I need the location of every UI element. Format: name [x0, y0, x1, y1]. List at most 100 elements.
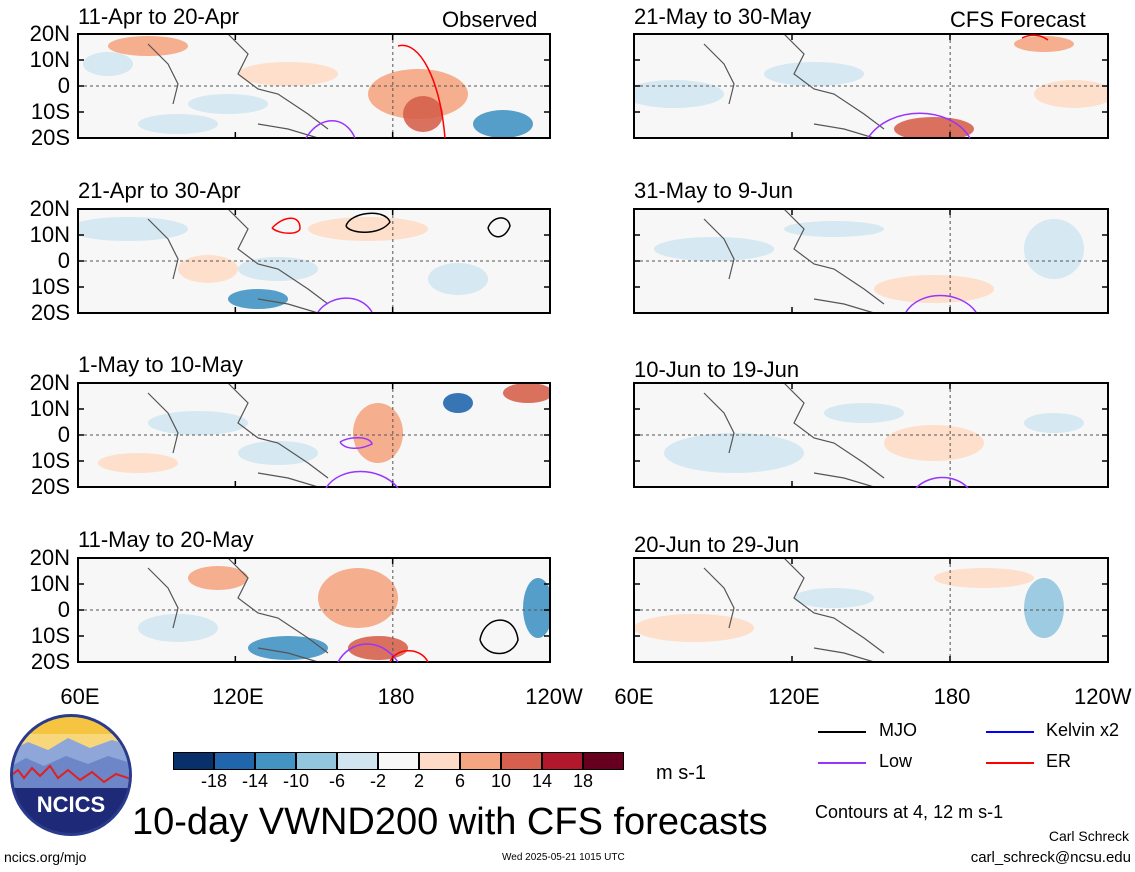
colorbar-swatch	[296, 752, 337, 770]
colorbar-swatch	[583, 752, 624, 770]
wind-anomaly-shading	[98, 453, 178, 473]
coastline	[147, 567, 179, 629]
contour-line	[305, 120, 356, 139]
coastline	[703, 392, 735, 454]
contour-line	[397, 44, 446, 139]
colorbar-swatch	[501, 752, 542, 770]
contours-note: Contours at 4, 12 m s-1	[815, 802, 1004, 822]
lat-label: 0	[57, 422, 70, 447]
lat-label: 20S	[30, 125, 70, 150]
wind-anomaly-shading	[138, 614, 218, 642]
logo-text: NCICS	[37, 792, 105, 817]
lat-label: 20S	[30, 649, 70, 674]
coastline	[783, 34, 885, 130]
legend-label-mjo: MJO	[879, 720, 917, 740]
wind-anomaly-shading	[934, 568, 1034, 588]
wind-anomaly-shading	[654, 237, 774, 261]
lon-label-180: 180	[377, 684, 415, 709]
coastline	[703, 43, 735, 105]
coastline	[227, 34, 329, 130]
lat-label: 10S	[30, 99, 70, 124]
coastline	[783, 383, 885, 479]
contour-line	[915, 476, 969, 489]
contour-line	[339, 437, 373, 449]
contour-line	[325, 470, 399, 489]
legend-label-low: Low	[879, 751, 913, 771]
coastline	[257, 472, 319, 487]
wind-anomaly-shading	[874, 275, 994, 303]
forecast-label: CFS Forecast	[950, 7, 1086, 32]
coastline	[147, 43, 179, 105]
observed-label: Observed	[442, 7, 538, 32]
colorbar-label: -18	[200, 771, 227, 791]
lat-label: 10S	[30, 623, 70, 648]
wind-anomaly-shading	[138, 114, 218, 134]
wind-anomaly-shading	[664, 433, 804, 473]
wind-anomaly-shading	[1014, 36, 1074, 52]
contour-line	[317, 297, 373, 313]
map-panel	[77, 557, 551, 663]
coastline	[147, 392, 179, 454]
lon-label-60e: 60E	[60, 684, 100, 709]
colorbar-label: 10	[490, 771, 512, 791]
wind-anomaly-shading	[83, 52, 133, 76]
map-panel	[633, 557, 1109, 663]
contour-line	[345, 212, 391, 233]
colorbar-swatch	[337, 752, 378, 770]
lon-label-120w: 120W	[525, 684, 583, 709]
colorbar-swatch	[460, 752, 501, 770]
coastline	[783, 209, 885, 305]
colorbar-label: 18	[572, 771, 594, 791]
ncics-logo: NCICS	[10, 714, 132, 836]
coastline	[703, 218, 735, 280]
wind-anomaly-shading	[348, 636, 408, 660]
panel-title-left-2: 21-Apr to 30-Apr	[78, 178, 241, 203]
coastline	[703, 567, 735, 629]
map-panel	[77, 382, 551, 488]
coastline	[257, 647, 319, 662]
legend-swatch-er	[986, 762, 1034, 764]
author-email[interactable]: carl_schreck@ncsu.edu	[970, 849, 1131, 866]
wind-anomaly-shading	[178, 255, 238, 283]
map-panel	[633, 208, 1109, 314]
contour-line	[905, 294, 977, 313]
wind-anomaly-shading	[1024, 578, 1064, 638]
wind-anomaly-shading	[473, 110, 533, 138]
lat-label: 10N	[29, 222, 70, 247]
contour-line	[867, 112, 971, 139]
lat-label: 10S	[30, 274, 70, 299]
colorbar-swatch	[255, 752, 296, 770]
wind-anomaly-shading	[503, 383, 550, 403]
panel-title-right-2: 31-May to 9-Jun	[634, 178, 793, 203]
wind-anomaly-shading	[78, 217, 188, 241]
map-panel	[77, 208, 551, 314]
author-name: Carl Schreck	[1048, 828, 1129, 844]
coastline	[227, 383, 329, 479]
legend-swatch-mjo	[818, 731, 866, 733]
coastline	[813, 647, 875, 662]
timestamp: Wed 2025-05-21 1015 UTC	[502, 852, 625, 863]
coastline	[147, 218, 179, 280]
colorbar-swatch	[542, 752, 583, 770]
panel-title-right-3: 10-Jun to 19-Jun	[634, 357, 800, 382]
colorbar-label: 14	[531, 771, 553, 791]
wind-anomaly-shading	[884, 425, 984, 461]
colorbar-label: -6	[328, 771, 345, 791]
wind-anomaly-shading	[353, 403, 403, 463]
contour-line	[479, 619, 519, 655]
legend-swatch-kelvin	[986, 731, 1034, 733]
lat-label: 0	[57, 248, 70, 273]
lat-label: 20N	[29, 370, 70, 395]
site-url[interactable]: ncics.org/mjo	[4, 849, 87, 865]
contour-line	[271, 217, 301, 234]
colorbar-label: -10	[282, 771, 309, 791]
coastline	[257, 298, 319, 313]
wind-anomaly-shading	[238, 441, 318, 465]
lat-label: 20S	[30, 300, 70, 325]
lat-label: 0	[57, 73, 70, 98]
wind-anomaly-shading	[523, 578, 550, 638]
units-label: m s-1	[656, 762, 706, 784]
lat-label: 20N	[29, 545, 70, 570]
lon-label-120w-right: 120W	[1074, 686, 1132, 708]
wind-anomaly-shading	[188, 566, 248, 590]
